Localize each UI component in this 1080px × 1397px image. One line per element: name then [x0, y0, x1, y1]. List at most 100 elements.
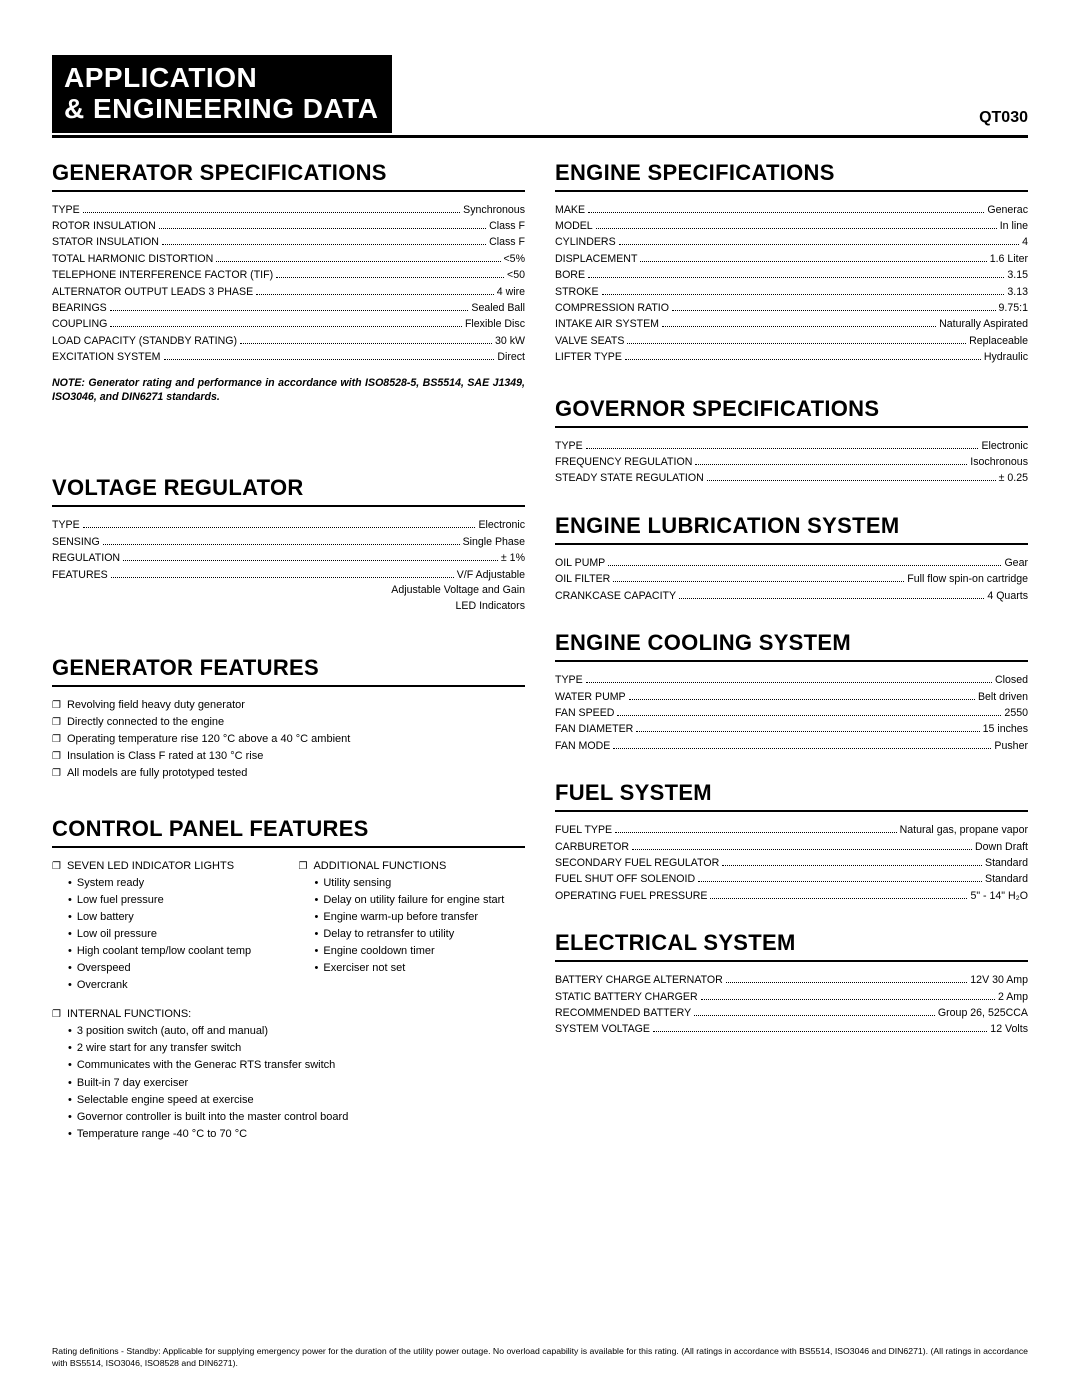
right-column: Engine Specifications MAKEGeneracMODELIn… — [555, 160, 1028, 1169]
left-column: Generator Specifications TYPESynchronous… — [52, 160, 525, 1169]
spec-label: ROTOR INSULATION — [52, 218, 156, 234]
list-item: Temperature range -40 °C to 70 °C — [68, 1126, 525, 1143]
cooling-table: TYPEClosedWATER PUMPBelt drivenFAN SPEED… — [555, 672, 1028, 754]
spec-value: Hydraulic — [984, 349, 1028, 365]
generator-note: NOTE: Generator rating and performance i… — [52, 376, 525, 406]
spec-dots — [110, 310, 469, 311]
spec-dots — [123, 560, 498, 561]
generator-features-list: Revolving field heavy duty generatorDire… — [52, 697, 525, 782]
list-item: Exerciser not set — [315, 960, 526, 977]
list-item: Low fuel pressure — [68, 892, 279, 909]
spec-label: COMPRESSION RATIO — [555, 300, 669, 316]
spec-dots — [632, 849, 972, 850]
list-item: Overspeed — [68, 960, 279, 977]
list-item: Utility sensing — [315, 875, 526, 892]
control-panel-columns: SEVEN LED INDICATOR LIGHTS System readyL… — [52, 858, 525, 994]
spec-row: SENSINGSingle Phase — [52, 534, 525, 550]
spec-value: Naturally Aspirated — [939, 316, 1028, 332]
spec-label: FAN SPEED — [555, 705, 614, 721]
spec-row: MAKEGenerac — [555, 202, 1028, 218]
spec-value: Class F — [489, 234, 525, 250]
list-item: High coolant temp/low coolant temp — [68, 943, 279, 960]
spec-row: FAN SPEED 2550 — [555, 705, 1028, 721]
electrical-table: BATTERY CHARGE ALTERNATOR12V 30 AmpSTATI… — [555, 972, 1028, 1038]
spec-label: LOAD CAPACITY (STANDBY RATING) — [52, 333, 237, 349]
spec-row: TYPEElectronic — [555, 438, 1028, 454]
engine-specs-section: Engine Specifications MAKEGeneracMODELIn… — [555, 160, 1028, 366]
spec-row: STATOR INSULATION Class F — [52, 234, 525, 250]
spec-value: Belt driven — [978, 689, 1028, 705]
spec-dots — [636, 731, 979, 732]
spec-dots — [615, 832, 897, 833]
spec-label: STATOR INSULATION — [52, 234, 159, 250]
voltage-regulator-extras: Adjustable Voltage and GainLED Indicator… — [52, 583, 525, 615]
spec-label: SECONDARY FUEL REGULATOR — [555, 855, 719, 871]
spec-value: 5" - 14" H₂O — [970, 888, 1028, 904]
footer-disclaimer: Rating definitions - Standby: Applicable… — [52, 1346, 1028, 1369]
spec-dots — [672, 310, 996, 311]
spec-label: TYPE — [52, 202, 80, 218]
spec-label: TELEPHONE INTERFERENCE FACTOR (TIF) — [52, 267, 273, 283]
title-line-2: & ENGINEERING DATA — [64, 93, 378, 124]
spec-label: CRANKCASE CAPACITY — [555, 588, 676, 604]
control-panel-section: Control Panel Features SEVEN LED INDICAT… — [52, 816, 525, 1143]
spec-value: Synchronous — [463, 202, 525, 218]
spec-row: COMPRESSION RATIO9.75:1 — [555, 300, 1028, 316]
cp-internal-list: 3 position switch (auto, off and manual)… — [52, 1023, 525, 1142]
spec-row: STROKE3.13 — [555, 284, 1028, 300]
spec-row: CARBURETORDown Draft — [555, 839, 1028, 855]
list-item: Governor controller is built into the ma… — [68, 1109, 525, 1126]
spec-label: FUEL TYPE — [555, 822, 612, 838]
spec-label: STEADY STATE REGULATION — [555, 470, 704, 486]
list-item: 2 wire start for any transfer switch — [68, 1040, 525, 1057]
list-item: Engine warm-up before transfer — [315, 909, 526, 926]
spec-dots — [596, 228, 997, 229]
generator-specs-section: Generator Specifications TYPESynchronous… — [52, 160, 525, 406]
spec-row: FUEL SHUT OFF SOLENOIDStandard — [555, 871, 1028, 887]
section-heading: Engine Lubrication System — [555, 513, 1028, 545]
spec-label: FUEL SHUT OFF SOLENOID — [555, 871, 695, 887]
list-item: Insulation is Class F rated at 130 °C ri… — [52, 748, 525, 765]
spec-value: Flexible Disc — [465, 316, 525, 332]
list-item: Low battery — [68, 909, 279, 926]
title-block: APPLICATION & ENGINEERING DATA — [52, 55, 392, 133]
spec-label: WATER PUMP — [555, 689, 626, 705]
lubrication-table: OIL PUMPGearOIL FILTERFull flow spin-on … — [555, 555, 1028, 604]
section-heading: Electrical System — [555, 930, 1028, 962]
spec-row: TYPE Synchronous — [52, 202, 525, 218]
spec-value: In line — [1000, 218, 1028, 234]
section-heading: Control Panel Features — [52, 816, 525, 848]
spec-dots — [722, 865, 982, 866]
cp-additional-head: ADDITIONAL FUNCTIONS — [299, 858, 526, 875]
spec-value: V/F Adjustable — [457, 567, 525, 583]
spec-row: TELEPHONE INTERFERENCE FACTOR (TIF)<50 — [52, 267, 525, 283]
spec-value: <5% — [504, 251, 526, 267]
spec-row: OPERATING FUEL PRESSURE5" - 14" H₂O — [555, 888, 1028, 904]
spec-label: COUPLING — [52, 316, 107, 332]
spec-label: INTAKE AIR SYSTEM — [555, 316, 659, 332]
spec-value: 12V 30 Amp — [970, 972, 1028, 988]
spec-row: FAN DIAMETER15 inches — [555, 721, 1028, 737]
spec-value: Closed — [995, 672, 1028, 688]
spec-value: 30 kW — [495, 333, 525, 349]
spec-row: INTAKE AIR SYSTEM Naturally Aspirated — [555, 316, 1028, 332]
spec-dots — [240, 343, 492, 344]
list-item: Delay on utility failure for engine star… — [315, 892, 526, 909]
spec-row: CYLINDERS4 — [555, 234, 1028, 250]
spec-value: 4 — [1022, 234, 1028, 250]
spec-label: MAKE — [555, 202, 585, 218]
spec-label: TYPE — [52, 517, 80, 533]
fuel-table: FUEL TYPENatural gas, propane vaporCARBU… — [555, 822, 1028, 904]
spec-value: 2550 — [1004, 705, 1028, 721]
content-columns: Generator Specifications TYPESynchronous… — [52, 160, 1028, 1169]
spec-dots — [276, 277, 504, 278]
spec-row: BORE3.15 — [555, 267, 1028, 283]
spec-dots — [629, 699, 975, 700]
section-heading: Generator Features — [52, 655, 525, 687]
spec-label: LIFTER TYPE — [555, 349, 622, 365]
list-item: 3 position switch (auto, off and manual) — [68, 1023, 525, 1040]
spec-dots — [613, 581, 904, 582]
spec-row: OIL FILTERFull flow spin-on cartridge — [555, 571, 1028, 587]
spec-row: ROTOR INSULATIONClass F — [52, 218, 525, 234]
spec-dots — [707, 480, 996, 481]
